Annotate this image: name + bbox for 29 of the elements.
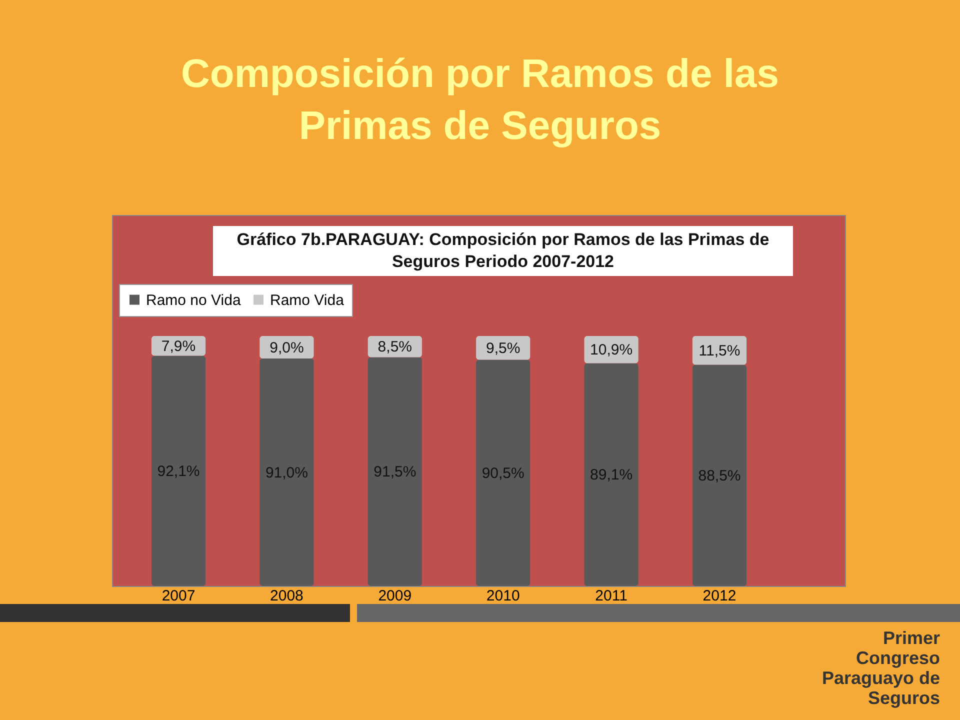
x-tick-label: 2008	[270, 588, 304, 604]
data-label: 8,5%	[378, 338, 412, 356]
x-tick-label: 2007	[162, 588, 196, 604]
data-label: 90,5%	[482, 464, 524, 482]
data-label: 9,5%	[486, 340, 520, 357]
data-label: 89,1%	[590, 466, 633, 484]
bar	[584, 363, 638, 586]
x-tick-label: 2009	[378, 588, 412, 604]
data-label: 9,0%	[270, 339, 304, 356]
bar	[368, 357, 422, 586]
legend-label: Ramo no Vida	[146, 292, 242, 309]
data-label: 91,5%	[374, 464, 416, 481]
data-label: 92,1%	[157, 462, 200, 480]
x-tick-label: 2011	[595, 588, 628, 604]
bar	[692, 364, 747, 586]
legend-label: Ramo Vida	[270, 292, 345, 309]
chart-title: Composición por Ramos de las Primas de Seguros	[180, 51, 780, 150]
text: Primer Congreso Paraguayo de Seguros	[820, 628, 940, 708]
chart-subtitle: Gráfico 7b.PARAGUAY: Composición por Ramos de las Primas de Seguros Periodo 2007-2012	[213, 226, 793, 276]
bar	[151, 356, 206, 586]
data-label: 7,9%	[161, 338, 196, 355]
data-label: 11,5%	[698, 342, 740, 360]
data-label: 91,0%	[265, 464, 308, 482]
bar	[260, 358, 314, 586]
data-label: 10,9%	[590, 342, 633, 359]
x-tick-label: 2010	[486, 588, 520, 604]
bar	[476, 360, 530, 586]
x-tick-label: 2012	[702, 588, 736, 604]
data-label: 88,5%	[698, 467, 741, 484]
